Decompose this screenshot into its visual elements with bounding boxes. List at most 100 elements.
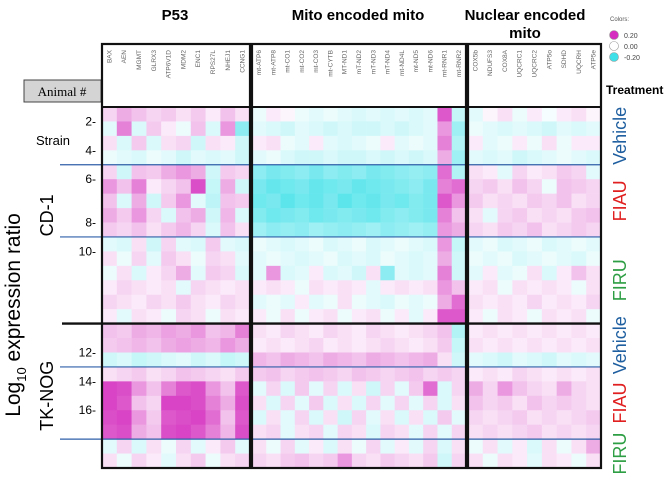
animal-tick-label: 12- (79, 345, 96, 359)
heatmap-cell (309, 424, 324, 440)
heatmap-cell (161, 366, 177, 382)
heatmap-cell (266, 236, 281, 252)
heatmap-cell (556, 236, 572, 252)
heatmap-cell (205, 280, 221, 296)
heatmap-cell (309, 251, 324, 267)
heatmap-cell (437, 265, 453, 281)
heatmap-cell (131, 193, 147, 209)
heatmap-cell (235, 309, 251, 324)
heatmap-cell (205, 164, 221, 180)
heatmap-cell (351, 135, 367, 151)
heatmap-cell (556, 410, 572, 425)
heatmap-cell (102, 280, 118, 296)
heatmap-cell (586, 150, 602, 166)
heatmap-cell (294, 236, 310, 252)
heatmap-cell (337, 309, 353, 324)
heatmap-cell (366, 352, 381, 368)
heatmap-cell (586, 251, 602, 267)
heatmap-cell (280, 150, 296, 166)
heatmap-cell (176, 323, 192, 339)
heatmap-cell (541, 150, 557, 166)
heatmap-cell (408, 294, 424, 310)
heatmap-cell (205, 251, 221, 267)
strain-name: TK-NOG (37, 361, 57, 431)
heatmap-cell (451, 150, 467, 166)
y-axis-label: Log10 expression ratio (2, 213, 29, 417)
heatmap-cell (252, 280, 267, 296)
heatmap-cell (366, 338, 381, 353)
heatmap-cell (146, 381, 162, 397)
heatmap-cell (482, 338, 498, 353)
heatmap-cell (176, 265, 192, 281)
heatmap-cell (190, 381, 206, 397)
heatmap-cell (102, 135, 118, 151)
heatmap-cell (146, 309, 162, 324)
heatmap-cell (408, 150, 424, 166)
heatmap-cell (309, 236, 324, 252)
heatmap-cell (266, 294, 281, 310)
heatmap-cell (451, 439, 467, 454)
heatmap-cell (205, 222, 221, 238)
heatmap-cell (527, 309, 543, 324)
heatmap-cell (235, 280, 251, 296)
heatmap-cell (394, 309, 410, 324)
heatmap-cell (102, 453, 118, 469)
heatmap-cell (190, 135, 206, 151)
heatmap-cell (366, 410, 381, 425)
gene-label: COX5b (472, 50, 479, 72)
heatmap-cell (482, 265, 498, 281)
heatmap-cell (366, 107, 381, 122)
heatmap-cell (294, 265, 310, 281)
heatmap-cell (146, 453, 162, 469)
heatmap-cell (394, 179, 410, 194)
heatmap-cell (512, 381, 528, 397)
heatmap-cell (309, 352, 324, 368)
heatmap-cell (309, 193, 324, 209)
heatmap-cell (512, 323, 528, 339)
heatmap-cell (116, 208, 132, 223)
heatmap-cell (220, 193, 236, 209)
heatmap-cell (394, 222, 410, 238)
heatmap-cell (437, 410, 453, 425)
heatmap-cell (556, 395, 572, 411)
heatmap-cell (394, 208, 410, 223)
heatmap-cell (527, 424, 543, 440)
heatmap-cell (220, 265, 236, 281)
color-legend-label-mid: 0.00 (624, 44, 638, 51)
heatmap-cell (408, 323, 424, 339)
heatmap-cell (266, 150, 281, 166)
heatmap-cell (366, 179, 381, 194)
heatmap-cell (116, 395, 132, 411)
heatmap-cell (437, 309, 453, 324)
heatmap-cell (309, 323, 324, 339)
heatmap-cell (337, 121, 353, 137)
heatmap-cell (323, 381, 338, 397)
heatmap-cell (131, 135, 147, 151)
heatmap-cell (497, 395, 513, 411)
heatmap-cell (468, 179, 484, 194)
heatmap-cell (468, 338, 484, 353)
heatmap-cell (176, 107, 192, 122)
heatmap-cell (423, 294, 438, 310)
heatmap-cell (437, 179, 453, 194)
heatmap-cell (571, 410, 587, 425)
heatmap-cell (294, 150, 310, 166)
gene-label: mt-ND5 (413, 50, 420, 73)
heatmap-cell (294, 121, 310, 137)
heatmap-cell (541, 107, 557, 122)
heatmap-cell (266, 439, 281, 454)
heatmap-cell (408, 309, 424, 324)
heatmap-cell (116, 309, 132, 324)
heatmap-cell (176, 439, 192, 454)
heatmap-cell (235, 179, 251, 194)
heatmap-cell (176, 424, 192, 440)
heatmap-cell (556, 294, 572, 310)
heatmap-cell (571, 294, 587, 310)
heatmap-cell (323, 208, 338, 223)
heatmap-cell (280, 193, 296, 209)
heatmap-cell (408, 208, 424, 223)
heatmap-cell (323, 236, 338, 252)
heatmap-cell (571, 381, 587, 397)
heatmap-cell (102, 323, 118, 339)
heatmap-cell (527, 439, 543, 454)
